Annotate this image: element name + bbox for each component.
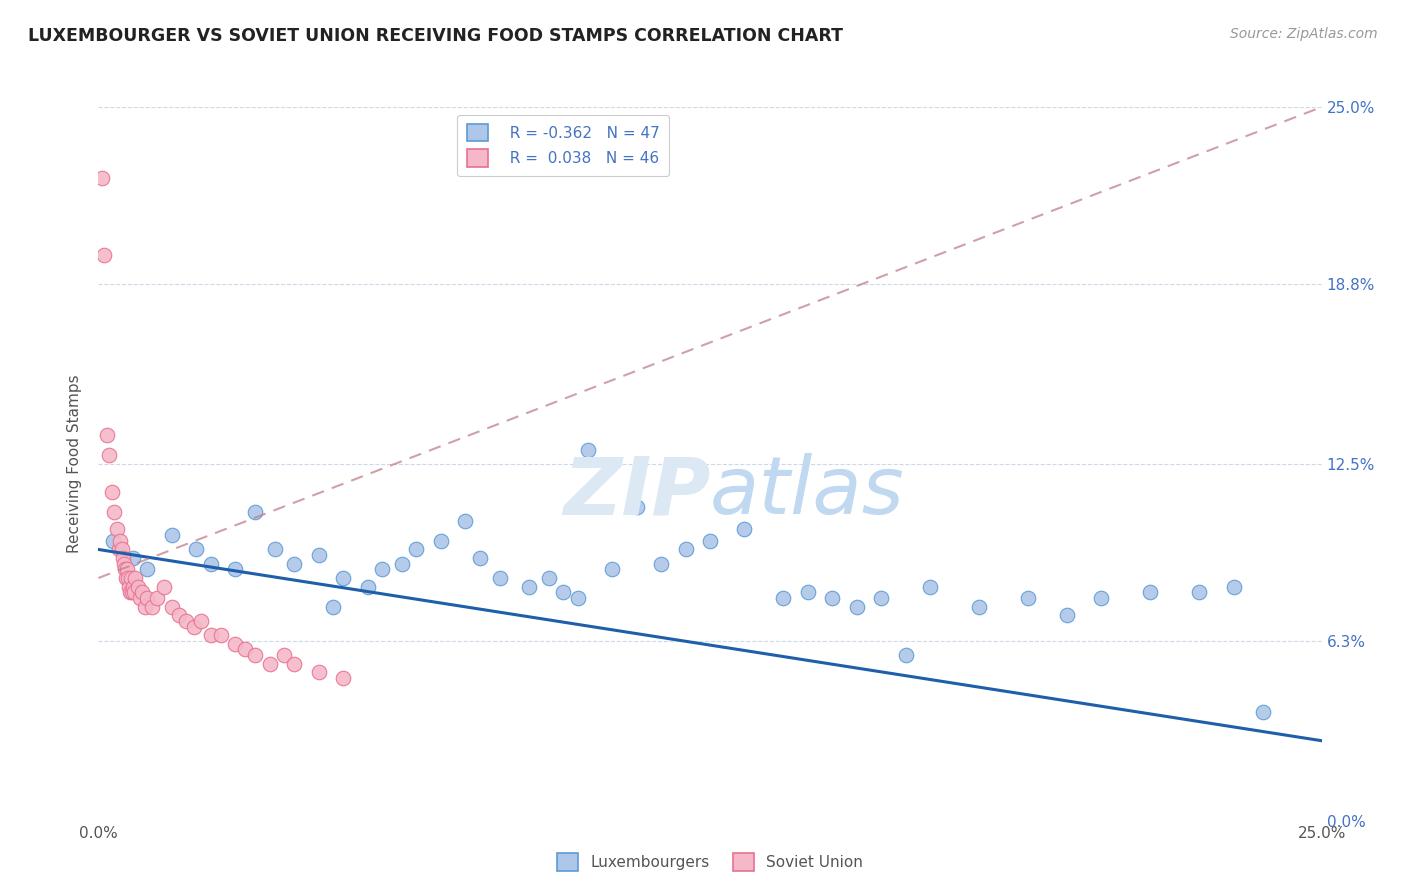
Legend: Luxembourgers, Soviet Union: Luxembourgers, Soviet Union xyxy=(551,847,869,877)
Point xyxy=(233,642,256,657)
Point xyxy=(263,542,285,557)
Point xyxy=(371,562,394,576)
Point xyxy=(537,571,560,585)
Point xyxy=(699,533,721,548)
Point xyxy=(131,585,153,599)
Point xyxy=(430,533,453,548)
Point xyxy=(1056,608,1078,623)
Point xyxy=(134,599,156,614)
Point xyxy=(91,171,114,186)
Point xyxy=(356,580,378,594)
Point xyxy=(160,599,183,614)
Text: atlas: atlas xyxy=(710,453,905,532)
Point xyxy=(224,562,246,576)
Point xyxy=(845,599,868,614)
Point xyxy=(200,628,222,642)
Point xyxy=(308,665,330,680)
Point xyxy=(121,580,143,594)
Point xyxy=(967,599,990,614)
Point xyxy=(821,591,844,605)
Point xyxy=(870,591,893,605)
Point xyxy=(117,571,139,585)
Point xyxy=(121,585,143,599)
Point xyxy=(1188,585,1211,599)
Point xyxy=(488,571,510,585)
Point xyxy=(733,523,755,537)
Point xyxy=(772,591,794,605)
Point xyxy=(120,571,142,585)
Point xyxy=(96,428,118,442)
Point xyxy=(567,591,589,605)
Point xyxy=(200,557,222,571)
Point xyxy=(243,505,266,519)
Point xyxy=(283,657,305,671)
Point xyxy=(110,533,132,548)
Point xyxy=(650,557,672,571)
Point xyxy=(153,580,176,594)
Point xyxy=(600,562,623,576)
Point xyxy=(101,485,124,500)
Point xyxy=(118,585,141,599)
Point xyxy=(517,580,540,594)
Point xyxy=(101,533,124,548)
Point xyxy=(1090,591,1112,605)
Point xyxy=(190,614,212,628)
Point xyxy=(146,591,169,605)
Point xyxy=(576,442,599,457)
Point xyxy=(308,548,330,562)
Point xyxy=(93,248,115,262)
Point xyxy=(675,542,697,557)
Point xyxy=(332,571,354,585)
Point xyxy=(114,571,136,585)
Point xyxy=(626,500,648,514)
Point xyxy=(468,551,491,566)
Point xyxy=(112,557,135,571)
Point xyxy=(1251,705,1274,719)
Point xyxy=(273,648,295,662)
Point xyxy=(167,608,190,623)
Point xyxy=(209,628,232,642)
Point xyxy=(1222,580,1244,594)
Point xyxy=(98,448,121,462)
Point xyxy=(121,551,143,566)
Point xyxy=(141,599,163,614)
Y-axis label: Receiving Food Stamps: Receiving Food Stamps xyxy=(67,375,83,553)
Point xyxy=(108,542,131,557)
Point xyxy=(1017,591,1039,605)
Point xyxy=(127,580,149,594)
Point xyxy=(103,505,125,519)
Point xyxy=(114,562,136,576)
Point xyxy=(224,637,246,651)
Text: ZIP: ZIP xyxy=(562,453,710,532)
Point xyxy=(105,523,128,537)
Point xyxy=(160,528,183,542)
Point xyxy=(136,591,159,605)
Point xyxy=(115,562,138,576)
Text: Source: ZipAtlas.com: Source: ZipAtlas.com xyxy=(1230,27,1378,41)
Point xyxy=(129,591,152,605)
Point xyxy=(391,557,413,571)
Point xyxy=(122,585,145,599)
Point xyxy=(553,585,575,599)
Point xyxy=(243,648,266,662)
Point xyxy=(111,551,134,566)
Point xyxy=(118,580,141,594)
Point xyxy=(454,514,477,528)
Point xyxy=(259,657,281,671)
Text: LUXEMBOURGER VS SOVIET UNION RECEIVING FOOD STAMPS CORRELATION CHART: LUXEMBOURGER VS SOVIET UNION RECEIVING F… xyxy=(28,27,844,45)
Point xyxy=(111,542,134,557)
Point xyxy=(797,585,820,599)
Point xyxy=(920,580,942,594)
Point xyxy=(176,614,198,628)
Point xyxy=(332,671,354,685)
Point xyxy=(136,562,159,576)
Point xyxy=(186,542,208,557)
Point xyxy=(322,599,344,614)
Point xyxy=(1139,585,1161,599)
Point xyxy=(183,619,205,633)
Point xyxy=(405,542,427,557)
Point xyxy=(283,557,305,571)
Point xyxy=(894,648,917,662)
Point xyxy=(124,571,146,585)
